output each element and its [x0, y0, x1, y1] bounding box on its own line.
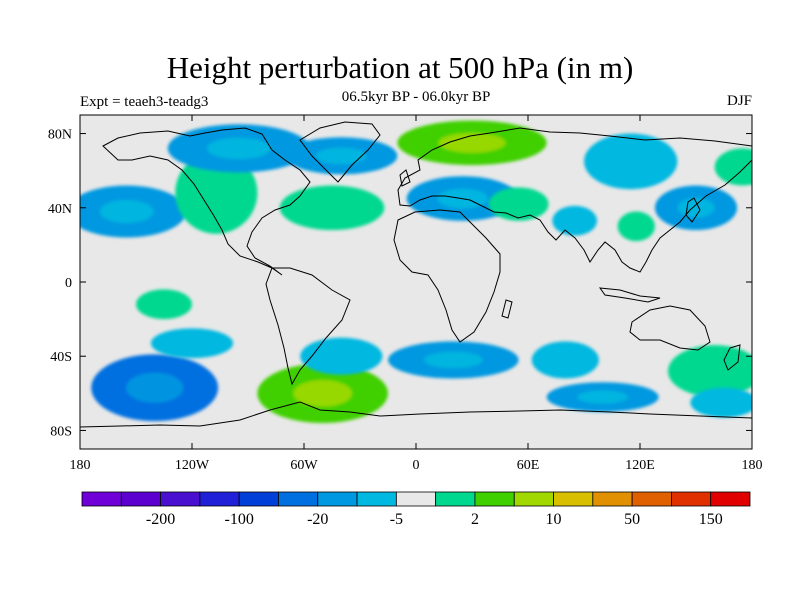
lat-tick-label: 80S: [50, 424, 72, 439]
colorbar-swatch: [238, 491, 279, 507]
lon-tick-label: 0: [413, 458, 420, 473]
colorbar-tick-label: -20: [307, 511, 328, 528]
colorbar-swatch: [81, 491, 122, 507]
lon-tick-label: 60W: [290, 458, 318, 473]
colorbar-tick-label: -100: [225, 511, 254, 528]
anomaly-blob: [285, 137, 398, 175]
coastline-antarctica: [80, 401, 752, 428]
coastline-south-america: [265, 267, 351, 386]
coastline-africa: [393, 209, 501, 343]
anomaly-blob: [397, 120, 547, 166]
coastline-japan: [685, 197, 701, 223]
colorbar-tick-label: 2: [471, 511, 479, 528]
colorbar-swatch: [592, 491, 633, 507]
lon-tick-label: 180: [70, 458, 91, 473]
anomaly-blob: [617, 211, 655, 242]
colorbar-swatch: [356, 491, 397, 507]
colorbar-swatch: [278, 491, 319, 507]
subtitle: 06.5kyr BP - 06.0kyr BP: [341, 89, 491, 105]
colorbar-tick-label: 10: [546, 511, 562, 528]
anomaly-blob: [80, 185, 187, 238]
coastline-new-zealand: [723, 344, 741, 371]
longitude-axis: 180 120W 60W 0 60E 120E 180: [70, 115, 763, 473]
colorbar-tick-label: 50: [624, 511, 640, 528]
colorbar-swatch: [553, 491, 594, 507]
anomaly-blob: [531, 341, 599, 379]
coastline-europe-asia: [397, 127, 752, 273]
colorbar-swatch: [631, 491, 672, 507]
anomaly-blob: [167, 124, 310, 173]
anomaly-blob: [584, 133, 678, 190]
anomaly-blob: [668, 345, 752, 398]
anomaly-blob: [388, 341, 519, 379]
anomaly-blob: [150, 328, 234, 359]
lon-tick-label: 120E: [625, 458, 655, 473]
coastline-british-isles: [399, 169, 411, 187]
anomaly-blob: [136, 289, 192, 320]
season-label: DJF: [726, 93, 752, 109]
colorbar-swatch: [671, 491, 712, 507]
colorbar-swatch: [513, 491, 554, 507]
colorbar-swatch: [160, 491, 201, 507]
colorbar-swatch: [395, 491, 437, 507]
colorbar-swatch: [435, 491, 476, 507]
colorbar-tick-label: -200: [146, 511, 175, 528]
anomaly-blob: [546, 382, 659, 412]
coastline-australia: [629, 305, 711, 351]
anomaly-blob: [488, 187, 549, 221]
anomaly-blob: [654, 185, 738, 231]
page-title: Height perturbation at 500 hPa (in m): [166, 50, 634, 85]
lat-tick-label: 40N: [48, 202, 72, 217]
anomaly-blob: [91, 354, 219, 422]
lat-tick-label: 40S: [50, 350, 72, 365]
anomaly-blob: [279, 185, 385, 231]
coastline-madagascar: [501, 299, 513, 319]
colorbar-tick-label: -5: [390, 511, 403, 528]
colorbar-tick-label: 150: [699, 511, 723, 528]
anomaly-blob: [257, 363, 388, 424]
anomaly-blob: [690, 387, 752, 418]
coastline-north-america: [102, 127, 311, 276]
lon-tick-label: 60E: [517, 458, 540, 473]
lat-tick-label: 80N: [48, 128, 72, 143]
colorbar-swatch: [120, 491, 161, 507]
colorbar-swatch: [199, 491, 240, 507]
latitude-axis: 80N 40N 0 40S 80S: [48, 128, 752, 439]
anomaly-layer: [80, 120, 752, 424]
lon-tick-label: 180: [742, 458, 763, 473]
anomaly-blob: [300, 337, 383, 375]
experiment-label: Expt = teaeh3-teadg3: [80, 94, 209, 110]
colorbar-swatch: [317, 491, 358, 507]
colorbar: -200 -100 -20 -5 2 10 50 150: [81, 491, 751, 528]
anomaly-blob: [552, 205, 598, 236]
coastline-layer: [80, 121, 752, 428]
colorbar-swatch: [710, 491, 751, 507]
anomaly-blob: [714, 148, 752, 186]
coastline-greenland: [299, 121, 381, 183]
lon-tick-label: 120W: [175, 458, 210, 473]
coastline-indonesia: [598, 287, 661, 303]
colorbar-swatch: [474, 491, 515, 507]
anomaly-blob: [175, 152, 258, 234]
lat-tick-label: 0: [65, 276, 72, 291]
